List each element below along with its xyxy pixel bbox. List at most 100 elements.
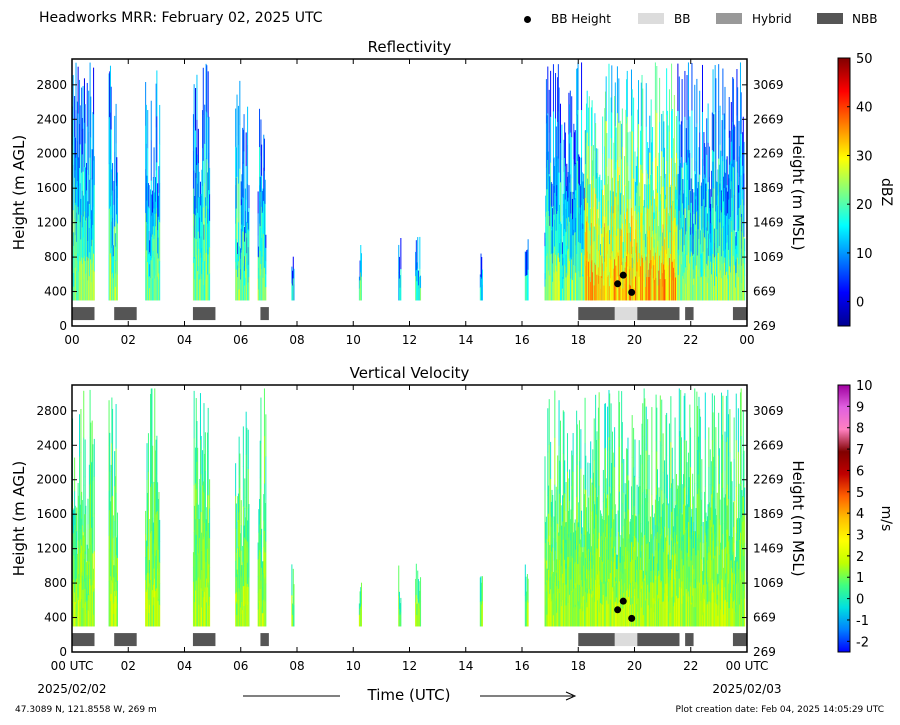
echo-cell [550, 70, 552, 118]
echo-cell [75, 62, 77, 111]
echo-cell [616, 214, 618, 237]
echo-cell [192, 262, 194, 301]
echo-cell [657, 576, 659, 602]
echo-cell [204, 104, 206, 145]
echo-cell [678, 435, 680, 484]
echo-cell [713, 524, 715, 559]
echo-cell [740, 435, 742, 484]
echo-cell [241, 577, 243, 590]
echo-cell [666, 455, 668, 499]
echo-cell [605, 567, 607, 597]
echo-cell [241, 613, 243, 627]
echo-cell [242, 466, 244, 507]
x-tick-label: 16 [514, 659, 529, 673]
echo-cell [84, 143, 86, 183]
echo-cell [728, 275, 730, 301]
echo-cell [263, 134, 265, 169]
echo-cell [728, 224, 730, 251]
echo-cell [202, 114, 204, 162]
echo-cell [261, 175, 263, 208]
echo-cell [669, 277, 671, 301]
echo-cell [93, 207, 95, 254]
echo-cell [648, 454, 650, 490]
echo-cell [697, 474, 699, 513]
echo-cell [713, 151, 715, 189]
echo-cell [690, 278, 692, 301]
echo-cell [571, 450, 573, 486]
y-tick-label: 0 [59, 645, 67, 659]
echo-cell [85, 273, 87, 301]
echo-cell [717, 195, 719, 223]
echo-cell [150, 578, 152, 627]
echo-cell [630, 570, 632, 599]
echo-cell [647, 239, 649, 271]
echo-cell [602, 469, 604, 502]
echo-cell [635, 581, 637, 605]
echo-cell [153, 147, 155, 179]
echo-cell [656, 112, 658, 160]
echo-cell [716, 492, 718, 520]
echo-cell [616, 597, 618, 613]
echo-cell [150, 255, 152, 279]
echo-cell [108, 254, 110, 301]
echo-cell [88, 252, 90, 277]
echo-cell [660, 560, 662, 583]
echo-cell [199, 181, 201, 206]
echo-cell [90, 593, 92, 627]
echo-cell [113, 180, 115, 206]
echo-cell [676, 249, 678, 276]
echo-cell [720, 212, 722, 235]
echo-cell [628, 228, 630, 253]
echo-cell [595, 588, 597, 627]
echo-cell [555, 550, 557, 577]
echo-cell [584, 534, 586, 581]
echo-cell [555, 195, 557, 231]
x-tick-label: 02 [121, 333, 136, 347]
echo-cell [247, 211, 249, 230]
echo-cell [567, 587, 568, 627]
echo-cell [697, 181, 699, 206]
echo-cell [684, 579, 686, 627]
echo-cell [701, 492, 703, 527]
echo-cell [557, 252, 559, 301]
echo-cell [597, 497, 599, 524]
echo-cell [711, 187, 713, 226]
reflectivity-panel: Reflectivity0400800120016002000240028002… [10, 38, 894, 347]
echo-cell [704, 572, 706, 600]
echo-cell [723, 574, 725, 601]
echo-cell [716, 572, 718, 600]
echo-cell [197, 212, 199, 243]
echo-cell [658, 182, 660, 213]
echo-cell [706, 542, 708, 564]
echo-cell [662, 110, 664, 150]
echo-cell [87, 260, 89, 281]
echo-cell [245, 411, 247, 455]
echo-cell [678, 598, 680, 627]
echo-cell [92, 517, 94, 554]
echo-cell [684, 70, 686, 118]
echo-cell [578, 502, 580, 528]
echo-cell [245, 454, 247, 498]
echo-cell [670, 207, 672, 232]
echo-cell [735, 274, 737, 288]
echo-cell [698, 488, 700, 535]
echo-cell [720, 150, 722, 181]
echo-cell [731, 481, 733, 511]
echo-cell [565, 231, 567, 255]
echo-cell [564, 122, 566, 159]
echo-cell [726, 271, 728, 301]
echo-cell [742, 165, 744, 200]
echo-cell [76, 507, 78, 532]
echo-cell [291, 564, 293, 596]
echo-cell [619, 275, 621, 301]
echo-cell [588, 497, 590, 524]
echo-cell [263, 578, 265, 627]
echo-cell [263, 267, 265, 301]
echo-cell [552, 205, 554, 254]
echo-cell [657, 246, 658, 274]
echo-cell [673, 94, 675, 137]
echo-cell [678, 249, 680, 276]
echo-cell [619, 402, 621, 448]
echo-cell [146, 479, 148, 517]
bb-type-segment [578, 307, 615, 321]
